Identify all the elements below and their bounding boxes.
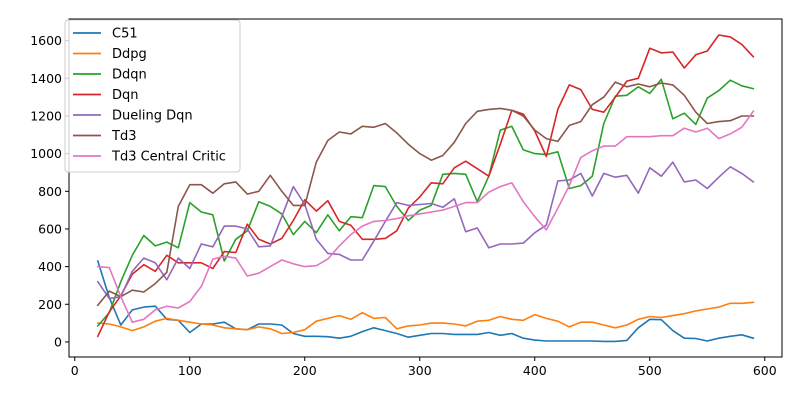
series-line-dqn bbox=[96, 34, 755, 338]
x-tick-label: 100 bbox=[178, 363, 202, 378]
y-tick-label: 1600 bbox=[30, 33, 62, 48]
y-tick-label: 400 bbox=[38, 259, 62, 274]
legend-label: Ddpg bbox=[112, 47, 147, 62]
legend-box bbox=[64, 19, 241, 173]
legend-label: Ddqn bbox=[112, 68, 147, 83]
y-tick-label: 200 bbox=[38, 297, 62, 312]
x-tick-label: 400 bbox=[523, 363, 547, 378]
legend-label: Td3 bbox=[111, 129, 136, 144]
y-tick-label: 600 bbox=[38, 221, 62, 236]
y-tick-label: 1000 bbox=[30, 146, 62, 161]
x-tick-label: 300 bbox=[408, 363, 432, 378]
series-line-c51 bbox=[96, 259, 755, 343]
series-line-ddqn bbox=[96, 78, 755, 328]
series-lines bbox=[96, 34, 755, 343]
legend-label: Td3 Central Critic bbox=[111, 150, 226, 165]
x-tick-label: 200 bbox=[293, 363, 317, 378]
legend-label: C51 bbox=[112, 27, 138, 42]
legend-label: Dqn bbox=[112, 88, 139, 103]
series-line-dueling-dqn bbox=[96, 161, 755, 300]
y-tick-label: 800 bbox=[38, 184, 62, 199]
y-tick-label: 0 bbox=[54, 334, 62, 349]
legend: C51 Ddpg Ddqn Dqn Dueling Dqn Td3 Td3 Central … bbox=[64, 19, 241, 173]
legend-label: Dueling Dqn bbox=[112, 109, 193, 124]
x-tick-label: 500 bbox=[638, 363, 662, 378]
x-axis: 0 100 200 300 400 500 600 bbox=[71, 357, 777, 378]
y-tick-label: 1400 bbox=[30, 71, 62, 86]
x-tick-label: 0 bbox=[71, 363, 79, 378]
plot-frame bbox=[68, 18, 783, 358]
series-line-ddpg bbox=[96, 301, 755, 335]
series-line-td3-central-critic bbox=[96, 110, 755, 324]
series-line-td3 bbox=[96, 81, 755, 307]
x-tick-label: 600 bbox=[753, 363, 777, 378]
y-tick-label: 1200 bbox=[30, 108, 62, 123]
y-axis: 0 200 400 600 800 1000 1200 1400 1600 bbox=[30, 33, 69, 349]
